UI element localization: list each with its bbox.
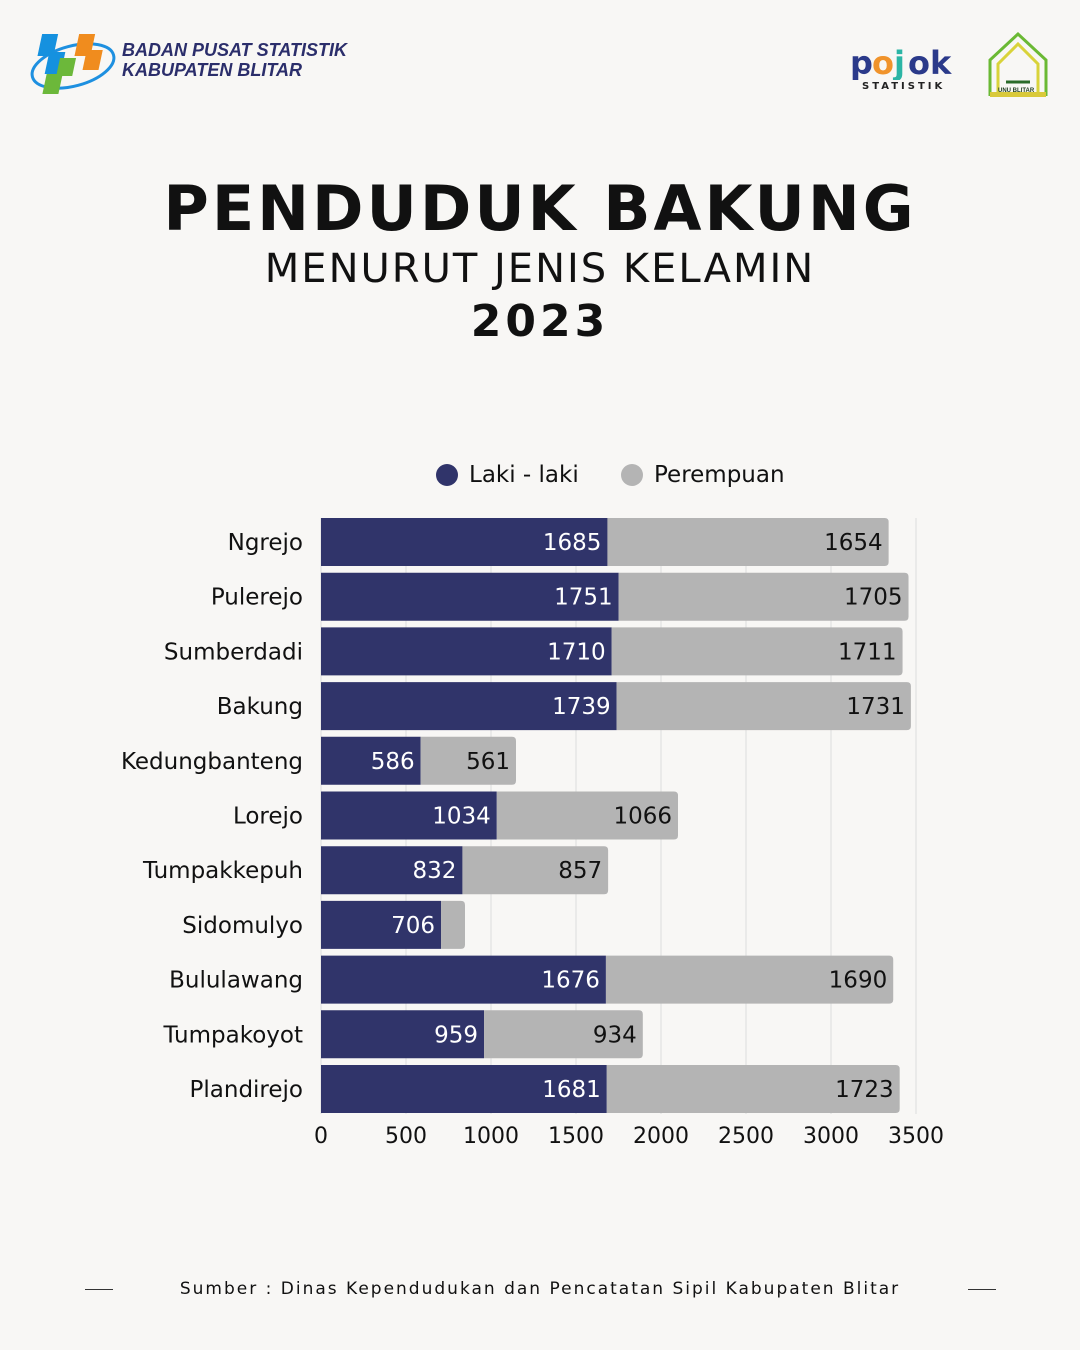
bar-perempuan xyxy=(611,627,903,676)
data-label-laki-laki: 1710 xyxy=(547,639,606,665)
data-label-laki-laki: 1751 xyxy=(554,585,613,611)
svg-text:o: o xyxy=(872,44,894,80)
bar-perempuan xyxy=(616,682,911,731)
svg-text:p: p xyxy=(850,44,873,80)
bar-laki-laki xyxy=(321,955,606,1004)
x-tick-label: 2000 xyxy=(633,1124,689,1149)
category-label: Ngrejo xyxy=(228,530,303,556)
pojok-statistik-subtext: STATISTIK xyxy=(862,81,946,92)
bar-perempuan xyxy=(607,518,889,566)
chart-year: 2023 xyxy=(470,296,610,347)
chart-title: PENDUDUK BAKUNG xyxy=(163,172,917,245)
unu-blitar-logo xyxy=(988,31,1048,97)
legend-label-perempuan: Perempuan xyxy=(654,462,785,488)
category-label: Bakung xyxy=(217,694,303,720)
data-label-laki-laki: 706 xyxy=(391,913,435,939)
data-label-perempuan: 934 xyxy=(593,1022,637,1048)
bar-perempuan xyxy=(462,846,609,895)
bar-perempuan xyxy=(605,955,894,1004)
category-label: Sidomulyo xyxy=(182,913,303,939)
data-label-perempuan: 857 xyxy=(558,858,602,884)
svg-text:k: k xyxy=(930,44,952,80)
legend-marker-laki-laki xyxy=(436,464,458,486)
data-label-laki-laki: 1685 xyxy=(543,530,602,556)
data-label-perempuan: 561 xyxy=(466,749,510,775)
x-tick-label: 3500 xyxy=(888,1124,944,1149)
bar-laki-laki xyxy=(321,682,617,731)
data-label-perempuan: 1711 xyxy=(838,639,897,665)
category-label: Pulerejo xyxy=(211,585,303,611)
stacked-bar-chart: 0 500 1000 1500 2000 2500 3000 3500 Laki - laki P… xyxy=(121,462,944,1149)
bar-laki-laki xyxy=(321,627,612,676)
bps-logo xyxy=(30,34,116,94)
category-label: Sumberdadi xyxy=(164,639,303,665)
bar-laki-laki xyxy=(321,736,421,785)
data-label-perempuan: 1705 xyxy=(844,585,903,611)
data-label-perempuan: 1654 xyxy=(824,530,883,556)
x-tick-label: 0 xyxy=(314,1124,328,1149)
divider-right xyxy=(968,1289,996,1290)
category-label: Tumpakoyot xyxy=(162,1022,303,1048)
bar-laki-laki xyxy=(321,1065,607,1113)
bar-laki-laki xyxy=(321,572,619,621)
bar-laki-laki xyxy=(321,1010,485,1059)
bar-perempuan xyxy=(484,1010,643,1059)
data-label-perempuan: 1731 xyxy=(846,694,905,720)
x-tick-label: 1500 xyxy=(548,1124,604,1149)
org-name-line1: BADAN PUSAT STATISTIK xyxy=(122,40,347,60)
svg-text:j: j xyxy=(892,44,905,80)
data-label-laki-laki: 1034 xyxy=(432,804,491,830)
divider-left xyxy=(85,1289,113,1290)
source-note: Sumber : Dinas Kependudukan dan Pencatat… xyxy=(179,1279,901,1299)
category-label: Lorejo xyxy=(233,804,303,830)
pojok-statistik-logo: p o j o k xyxy=(850,44,952,80)
bar-laki-laki xyxy=(321,846,463,895)
bar-perempuan xyxy=(441,900,465,949)
chart-subtitle: MENURUT JENIS KELAMIN xyxy=(264,246,816,292)
category-label: Bululawang xyxy=(169,968,303,994)
bar-perempuan xyxy=(420,736,516,785)
org-name: BADAN PUSAT STATISTIK KABUPATEN BLITAR xyxy=(122,40,347,80)
category-label: Plandirejo xyxy=(190,1077,303,1103)
bar-laki-laki xyxy=(321,900,442,949)
data-label-laki-laki: 1739 xyxy=(552,694,611,720)
x-tick-label: 1000 xyxy=(463,1124,519,1149)
x-tick-label: 500 xyxy=(385,1124,427,1149)
bar-perempuan xyxy=(606,1065,900,1113)
legend-marker-perempuan xyxy=(621,464,643,486)
data-label-perempuan: 1690 xyxy=(829,968,888,994)
data-label-laki-laki: 1676 xyxy=(541,968,600,994)
org-name-line2: KABUPATEN BLITAR xyxy=(122,60,302,80)
data-label-perempuan: 1723 xyxy=(835,1077,894,1103)
bar-perempuan xyxy=(496,791,678,840)
category-label: Kedungbanteng xyxy=(121,749,303,775)
bar-laki-laki xyxy=(321,518,608,566)
data-label-laki-laki: 586 xyxy=(371,749,415,775)
data-label-laki-laki: 832 xyxy=(413,858,457,884)
data-label-laki-laki: 959 xyxy=(434,1022,478,1048)
unu-blitar-logo-text: UNU BLITAR xyxy=(998,88,1035,94)
data-label-laki-laki: 1681 xyxy=(542,1077,601,1103)
x-tick-label: 2500 xyxy=(718,1124,774,1149)
data-label-perempuan: 1066 xyxy=(613,804,672,830)
svg-text:o: o xyxy=(908,44,930,80)
x-tick-label: 3000 xyxy=(803,1124,859,1149)
category-label: Tumpakkepuh xyxy=(142,858,303,884)
bar-laki-laki xyxy=(321,791,497,840)
bar-perempuan xyxy=(618,572,909,621)
legend-label-laki-laki: Laki - laki xyxy=(469,462,579,488)
